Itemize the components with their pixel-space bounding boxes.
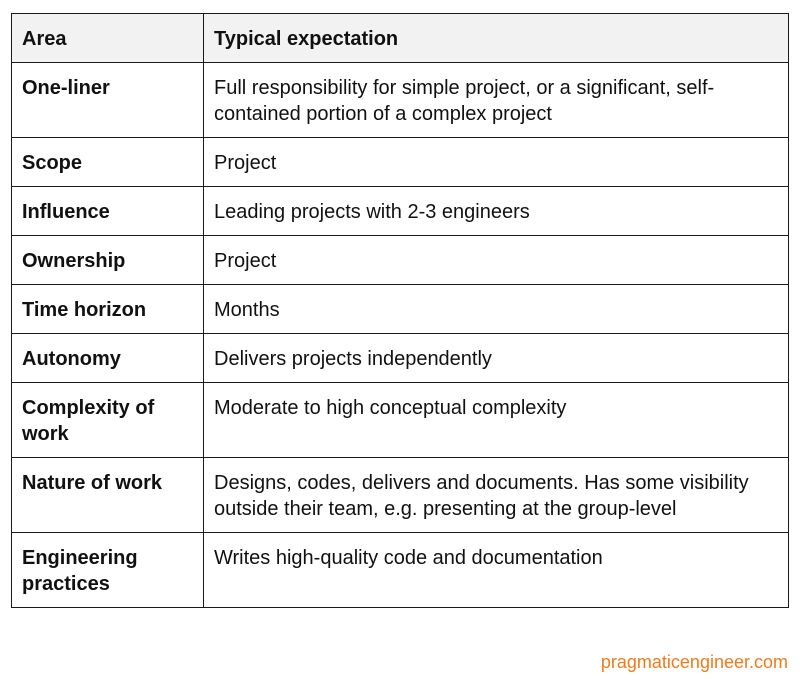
area-cell: Nature of work: [11, 457, 204, 533]
table-row: Autonomy Delivers projects independently: [11, 333, 789, 383]
expectation-cell: Designs, codes, delivers and documents. …: [203, 457, 789, 533]
source-watermark: pragmaticengineer.com: [600, 652, 788, 672]
table-header: Area Typical expectation: [11, 13, 789, 63]
expectation-cell: Full responsibility for simple project, …: [203, 62, 789, 138]
area-cell: Engineering practices: [11, 532, 204, 608]
area-cell: Scope: [11, 137, 204, 187]
table-row: Ownership Project: [11, 235, 789, 285]
table-row: One-liner Full responsibility for simple…: [11, 62, 789, 138]
header-area: Area: [11, 13, 204, 63]
expectation-cell: Moderate to high conceptual complexity: [203, 382, 789, 458]
table-row: Complexity of work Moderate to high conc…: [11, 382, 789, 458]
area-cell: Time horizon: [11, 284, 204, 334]
header-typical-expectation: Typical expectation: [203, 13, 789, 63]
area-cell: Ownership: [11, 235, 204, 285]
expectation-cell: Delivers projects independently: [203, 333, 789, 383]
area-cell: One-liner: [11, 62, 204, 138]
table-row: Nature of work Designs, codes, delivers …: [11, 457, 789, 533]
expectation-cell: Project: [203, 235, 789, 285]
area-cell: Influence: [11, 186, 204, 236]
table-row: Scope Project: [11, 137, 789, 187]
expectation-cell: Leading projects with 2-3 engineers: [203, 186, 789, 236]
expectations-table: Area Typical expectation One-liner Full …: [11, 13, 789, 608]
expectation-cell: Months: [203, 284, 789, 334]
table-row: Engineering practices Writes high-qualit…: [11, 532, 789, 608]
expectation-cell: Project: [203, 137, 789, 187]
area-cell: Complexity of work: [11, 382, 204, 458]
table-row: Time horizon Months: [11, 284, 789, 334]
table-body: One-liner Full responsibility for simple…: [11, 62, 789, 608]
table-row: Influence Leading projects with 2-3 engi…: [11, 186, 789, 236]
header-row: Area Typical expectation: [11, 13, 789, 63]
area-cell: Autonomy: [11, 333, 204, 383]
expectation-cell: Writes high-quality code and documentati…: [203, 532, 789, 608]
